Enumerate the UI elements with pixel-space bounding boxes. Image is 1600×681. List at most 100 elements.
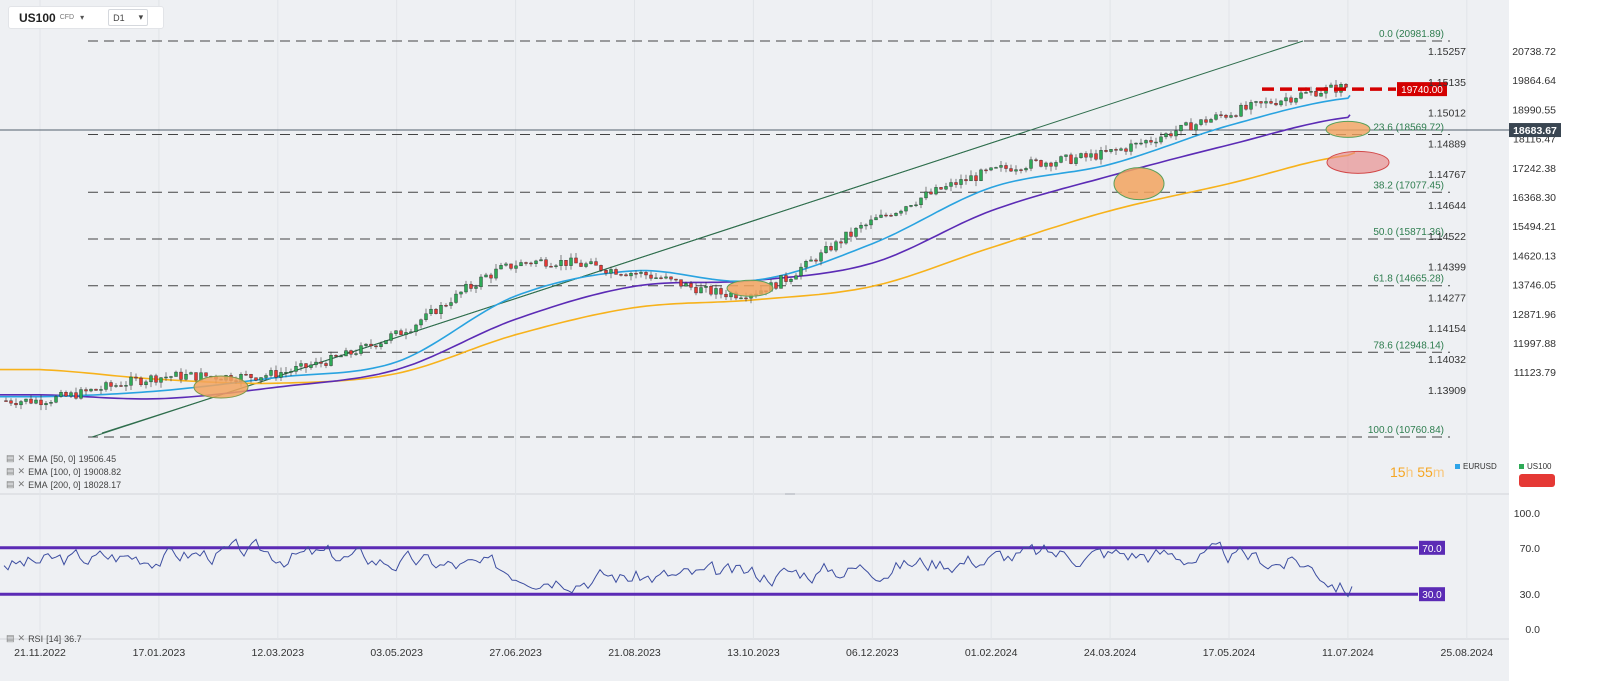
candle-body — [494, 268, 498, 279]
candle-body — [939, 187, 943, 190]
candle-body — [584, 263, 588, 267]
price-tick: 15494.21 — [1512, 221, 1556, 233]
indicator-params: [14] — [46, 633, 62, 644]
candle-body — [254, 377, 258, 381]
timer-h-unit: h — [1405, 464, 1414, 480]
candle-body — [409, 331, 413, 333]
candle-body — [319, 361, 323, 364]
timeframe-select[interactable]: D1 ▾ — [108, 9, 149, 26]
candle-body — [1199, 119, 1203, 125]
candle-body — [244, 374, 248, 376]
candle-body — [349, 350, 353, 355]
fib-label: 0.0 (20981.89) — [1379, 29, 1444, 40]
candle-body — [1094, 153, 1098, 160]
candle-body — [424, 313, 428, 320]
candle-body — [499, 265, 503, 270]
candle-body — [639, 272, 643, 274]
candle-body — [1204, 119, 1208, 123]
candle-body — [1089, 153, 1093, 158]
date-tick: 25.08.2024 — [1441, 647, 1494, 659]
candle-body — [439, 305, 443, 314]
eurusd-tick: 1.15257 — [1428, 46, 1466, 58]
indicator-rsi[interactable]: ▤ ✕ RSI [14] 36.7 — [6, 633, 82, 644]
candle-body — [149, 375, 153, 383]
settings-icon[interactable]: ▤ — [6, 453, 15, 463]
candle-body — [274, 370, 278, 378]
alert-tag[interactable] — [1519, 474, 1555, 487]
candle-body — [1144, 140, 1148, 144]
candle-body — [964, 179, 968, 182]
candle-body — [1124, 148, 1128, 152]
fib-label: 100.0 (10760.84) — [1368, 425, 1444, 436]
candle-body — [824, 246, 828, 253]
indicator-name: EMA — [28, 479, 48, 490]
candle-body — [324, 363, 328, 366]
legend-us100[interactable]: US100 — [1519, 462, 1551, 471]
candle-body — [474, 286, 478, 289]
candle-body — [624, 274, 628, 277]
candle-body — [514, 265, 518, 269]
indicator-ema-50[interactable]: ▤ ✕ EMA [50, 0] 19506.45 — [6, 453, 116, 464]
candle-body — [679, 279, 683, 287]
symbol-name[interactable]: US100 — [19, 10, 56, 25]
candle-body — [1084, 153, 1088, 158]
highlight-ellipse — [1325, 120, 1371, 138]
panel-resize-handle[interactable] — [785, 493, 795, 495]
candle-body — [1294, 98, 1298, 103]
candle-body — [914, 204, 918, 207]
close-icon[interactable]: ✕ — [17, 633, 26, 643]
candle-body — [74, 392, 78, 399]
candle-body — [1059, 156, 1063, 163]
candle-body — [434, 308, 438, 314]
fib-label: 23.6 (18569.72) — [1373, 122, 1444, 133]
price-tick: 11997.88 — [1513, 338, 1556, 350]
indicator-ema-100[interactable]: ▤ ✕ EMA [100, 0] 19008.82 — [6, 466, 121, 477]
settings-icon[interactable]: ▤ — [6, 466, 15, 476]
candle-body — [664, 276, 668, 279]
candle-body — [604, 270, 608, 274]
chevron-down-icon: ▾ — [138, 12, 144, 22]
settings-icon[interactable]: ▤ — [6, 479, 15, 489]
candle-body — [504, 263, 508, 266]
date-tick: 01.02.2024 — [965, 647, 1018, 659]
candle-body — [674, 278, 678, 281]
candle-body — [489, 274, 493, 279]
candle-body — [1159, 136, 1163, 143]
settings-icon[interactable]: ▤ — [6, 633, 15, 643]
candle-body — [309, 364, 313, 368]
candle-body — [859, 224, 863, 229]
candle-body — [1079, 153, 1083, 158]
candle-body — [944, 186, 948, 190]
indicator-ema-200[interactable]: ▤ ✕ EMA [200, 0] 18028.17 — [6, 479, 121, 490]
candle-body — [1284, 97, 1288, 102]
candle-body — [399, 330, 403, 335]
close-icon[interactable]: ✕ — [17, 479, 26, 489]
candle-body — [104, 382, 108, 390]
candle-body — [1179, 124, 1183, 132]
highlight-ellipse — [726, 279, 774, 297]
fib-label: 38.2 (17077.45) — [1373, 180, 1444, 191]
candle-body — [1329, 84, 1333, 88]
candle-body — [714, 288, 718, 295]
indicator-name: EMA — [28, 453, 48, 464]
candle-body — [184, 374, 188, 380]
close-icon[interactable]: ✕ — [17, 466, 26, 476]
candle-body — [1209, 119, 1213, 123]
candle-body — [1164, 133, 1168, 138]
candle-body — [1109, 149, 1113, 152]
candle-body — [884, 214, 888, 217]
legend-eurusd[interactable]: EURUSD — [1455, 462, 1497, 471]
candle-body — [899, 210, 903, 214]
date-tick: 24.03.2024 — [1084, 647, 1137, 659]
candle-body — [169, 376, 173, 378]
close-icon[interactable]: ✕ — [17, 453, 26, 463]
rsi-tick: 100.0 — [1514, 508, 1540, 520]
candle-body — [1049, 162, 1053, 167]
candle-body — [1174, 130, 1178, 137]
symbol-dropdown-icon[interactable]: ▾ — [80, 13, 85, 22]
candle-body — [1299, 92, 1303, 99]
candle-body — [264, 375, 268, 378]
candle-body — [59, 392, 63, 397]
